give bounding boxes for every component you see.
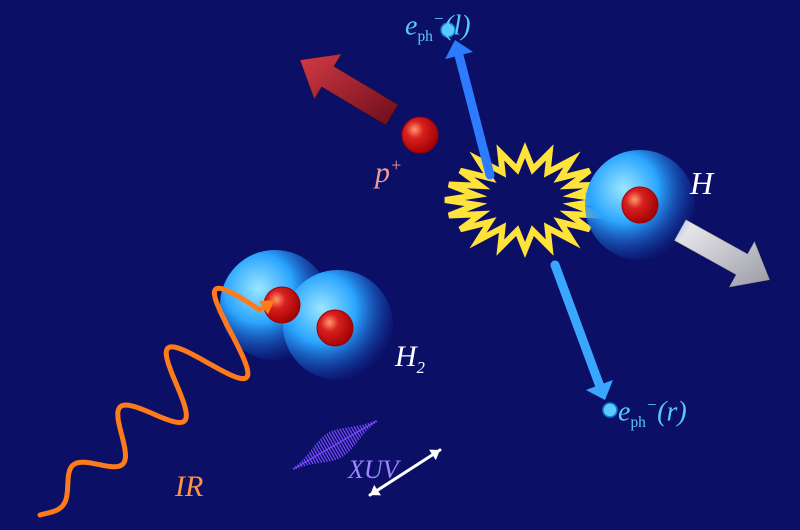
label-IR: IR bbox=[175, 470, 203, 504]
ir-wave bbox=[40, 288, 260, 515]
starburst bbox=[445, 150, 605, 250]
H-proton bbox=[622, 187, 658, 223]
diagram-svg bbox=[0, 0, 800, 530]
label-e-left: eph−(l) bbox=[405, 9, 471, 46]
label-H: H bbox=[690, 165, 713, 202]
label-proton: p+ bbox=[375, 155, 402, 190]
electron-right bbox=[603, 403, 617, 417]
label-e-right: eph−(r) bbox=[618, 395, 687, 432]
free-proton bbox=[402, 117, 438, 153]
h2-proton-2 bbox=[317, 310, 353, 346]
label-H2: H2 bbox=[395, 340, 425, 378]
diagram-stage: eph−(l) eph−(r) p+ H H2 IR XUV bbox=[0, 0, 800, 530]
label-XUV: XUV bbox=[348, 455, 399, 485]
proton-momentum-arrow bbox=[300, 54, 398, 125]
electron-arrow-right-shaft bbox=[555, 265, 599, 385]
